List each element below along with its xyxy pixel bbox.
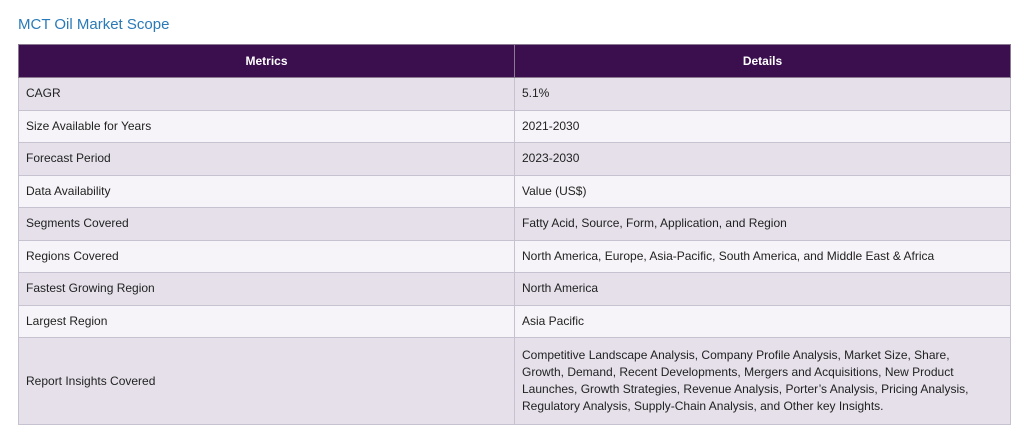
detail-cell: 2023-2030 xyxy=(514,142,1011,176)
table-header-row: Metrics Details xyxy=(18,44,1011,78)
table-row: CAGR 5.1% xyxy=(18,77,1011,111)
table-row: Fastest Growing Region North America xyxy=(18,272,1011,306)
detail-cell: Value (US$) xyxy=(514,174,1011,208)
table-row: Report Insights Covered Competitive Land… xyxy=(18,337,1011,425)
page-title: MCT Oil Market Scope xyxy=(18,16,170,33)
metric-cell: Data Availability xyxy=(18,174,515,208)
market-scope-table: Metrics Details CAGR 5.1% Size Available… xyxy=(18,44,1011,425)
metric-cell: Report Insights Covered xyxy=(18,337,515,425)
metric-cell: Largest Region xyxy=(18,304,515,338)
detail-cell: North America, Europe, Asia-Pacific, Sou… xyxy=(514,239,1011,273)
table-row: Segments Covered Fatty Acid, Source, For… xyxy=(18,207,1011,241)
metric-cell: Segments Covered xyxy=(18,207,515,241)
detail-cell: Fatty Acid, Source, Form, Application, a… xyxy=(514,207,1011,241)
table-row: Largest Region Asia Pacific xyxy=(18,304,1011,338)
detail-cell: North America xyxy=(514,272,1011,306)
detail-cell: 2021-2030 xyxy=(514,109,1011,143)
detail-cell: 5.1% xyxy=(514,77,1011,111)
metric-cell: CAGR xyxy=(18,77,515,111)
table-row: Data Availability Value (US$) xyxy=(18,174,1011,208)
detail-cell: Competitive Landscape Analysis, Company … xyxy=(514,337,1011,425)
table-row: Size Available for Years 2021-2030 xyxy=(18,109,1011,143)
detail-cell: Asia Pacific xyxy=(514,304,1011,338)
column-header-details: Details xyxy=(514,44,1011,78)
metric-cell: Size Available for Years xyxy=(18,109,515,143)
column-header-metrics: Metrics xyxy=(18,44,515,78)
metric-cell: Fastest Growing Region xyxy=(18,272,515,306)
table-row: Regions Covered North America, Europe, A… xyxy=(18,239,1011,273)
table-row: Forecast Period 2023-2030 xyxy=(18,142,1011,176)
metric-cell: Forecast Period xyxy=(18,142,515,176)
metric-cell: Regions Covered xyxy=(18,239,515,273)
